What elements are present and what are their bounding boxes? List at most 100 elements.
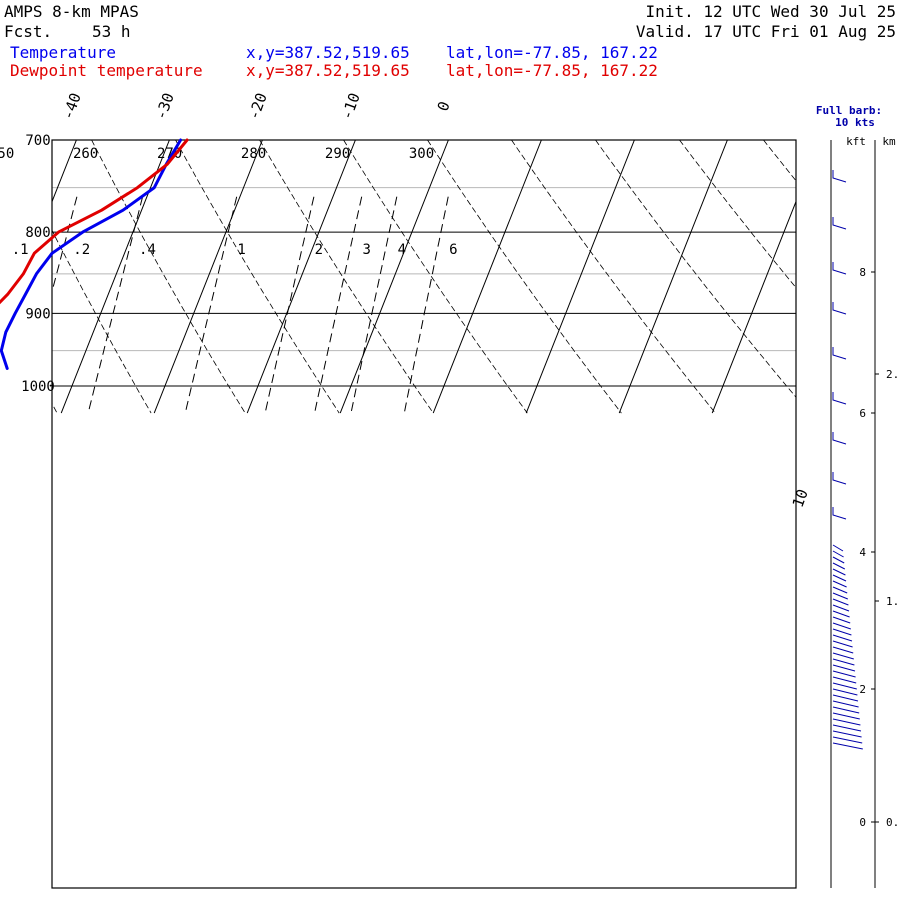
wind-barb <box>832 586 848 594</box>
mixing-ratio-line <box>87 196 144 414</box>
wind-barb <box>832 646 854 654</box>
temperature-profile-line <box>0 138 183 370</box>
km-tick-label: 2. <box>886 368 899 381</box>
wind-barb <box>832 640 853 648</box>
temperature-tick-label: -40 <box>59 90 85 122</box>
legend-dewpoint-xy: x,y=387.52,519.65 <box>246 61 410 80</box>
wind-barb <box>832 718 861 726</box>
mixing-ratio-line <box>403 196 449 414</box>
wind-barb-title: Full barb: <box>816 104 882 117</box>
pressure-tick-label: 900 <box>25 306 50 322</box>
forecast-label: Fcst. <box>4 22 53 41</box>
kft-tick-label: 4 <box>859 546 866 559</box>
wind-barb <box>832 658 855 666</box>
wind-barb <box>832 706 860 714</box>
forecast-hours: 53 h <box>92 22 131 41</box>
isotherm-line <box>52 140 77 203</box>
wind-barb <box>832 347 847 360</box>
wind-barb <box>832 622 851 630</box>
legend-temperature-label: Temperature <box>10 43 116 62</box>
wind-barb <box>832 694 859 702</box>
km-axis-label: km <box>882 135 896 148</box>
wind-barb <box>832 664 856 672</box>
kft-tick-label: 8 <box>859 266 866 279</box>
wind-barb <box>832 472 847 485</box>
kft-tick-label: 0 <box>859 816 866 829</box>
mixing-ratio-line <box>264 196 315 414</box>
isotherm-line <box>339 140 449 414</box>
wind-barb <box>832 507 847 520</box>
plot-area <box>0 140 796 414</box>
wind-barb <box>832 730 862 738</box>
wind-barb-unit: 10 kts <box>835 116 875 129</box>
wind-barb <box>832 712 860 720</box>
mixing-ratio-label: 3 <box>362 242 370 258</box>
plot-frame <box>51 139 797 889</box>
kft-tick-label: 6 <box>859 407 866 420</box>
wind-barb <box>832 670 856 678</box>
isotherm-line <box>153 140 263 414</box>
init-time: Init. 12 UTC Wed 30 Jul 25 <box>645 2 896 21</box>
dry-adiabat-line <box>511 140 716 414</box>
wind-barb <box>832 302 847 315</box>
wind-barb <box>832 562 846 570</box>
wind-barb <box>832 736 863 744</box>
mixing-ratio-label: .2 <box>73 242 90 258</box>
temperature-tick-label: 10 <box>789 487 812 510</box>
wind-barb <box>832 616 851 624</box>
pressure-tick-label: 800 <box>25 225 50 241</box>
wind-barb <box>832 652 854 660</box>
km-tick-label: 1. <box>886 595 899 608</box>
isotherm-line <box>711 200 796 414</box>
wind-barb <box>832 610 850 618</box>
model-title: AMPS 8-km MPAS <box>4 2 139 21</box>
legend-temperature-latlon: lat,lon=-77.85, 167.22 <box>446 43 658 62</box>
isotherm-line <box>246 140 356 414</box>
mixing-ratio-line <box>0 197 15 413</box>
wind-barb <box>832 544 844 552</box>
dry-adiabat-line <box>259 140 434 414</box>
mixing-ratio-line <box>314 196 363 414</box>
wind-barb <box>832 628 852 636</box>
pressure-tick-label: 1000 <box>21 379 55 395</box>
temperature-tick-label: -10 <box>338 90 364 122</box>
isotherm-line <box>432 140 542 414</box>
wind-barb <box>832 592 848 600</box>
wind-barb <box>832 574 847 582</box>
dry-adiabat-line <box>427 140 622 414</box>
km-tick-label: 0. <box>886 816 899 829</box>
isotherm-line <box>525 140 635 414</box>
legend-dewpoint-latlon: lat,lon=-77.85, 167.22 <box>446 61 658 80</box>
kft-axis-label: kft <box>846 135 866 148</box>
wind-barb <box>832 724 862 732</box>
wind-barb <box>832 676 857 684</box>
mixing-ratio-label: 1 <box>237 242 245 258</box>
dry-adiabat-line <box>595 140 796 398</box>
wind-barb <box>832 580 847 588</box>
wind-barb <box>832 550 844 558</box>
isentrope-label: 280 <box>241 146 266 162</box>
mixing-ratio-label: 2 <box>315 242 323 258</box>
wind-barb <box>832 682 857 690</box>
isotherm-line <box>618 140 728 414</box>
temperature-tick-label: -30 <box>152 90 178 122</box>
wind-barb <box>832 262 847 275</box>
dry-adiabat-line <box>52 402 58 414</box>
wind-barb <box>832 556 845 564</box>
isotherm-line <box>60 140 170 414</box>
dry-adiabat-line <box>175 140 340 414</box>
legend-dewpoint-label: Dewpoint temperature <box>10 61 203 80</box>
dry-adiabat-line <box>679 140 796 289</box>
wind-barb <box>832 568 846 576</box>
pressure-tick-label: 700 <box>25 133 50 149</box>
wind-barb <box>832 700 859 708</box>
wind-barb <box>832 688 858 696</box>
wind-barb <box>832 742 863 750</box>
mixing-ratio-line <box>52 196 78 294</box>
isentrope-label: 290 <box>325 146 350 162</box>
isentrope-label: 300 <box>409 146 434 162</box>
temperature-tick-label: -20 <box>245 90 271 122</box>
mixing-ratio-label: .4 <box>139 242 156 258</box>
valid-time: Valid. 17 UTC Fri 01 Aug 25 <box>635 22 896 41</box>
